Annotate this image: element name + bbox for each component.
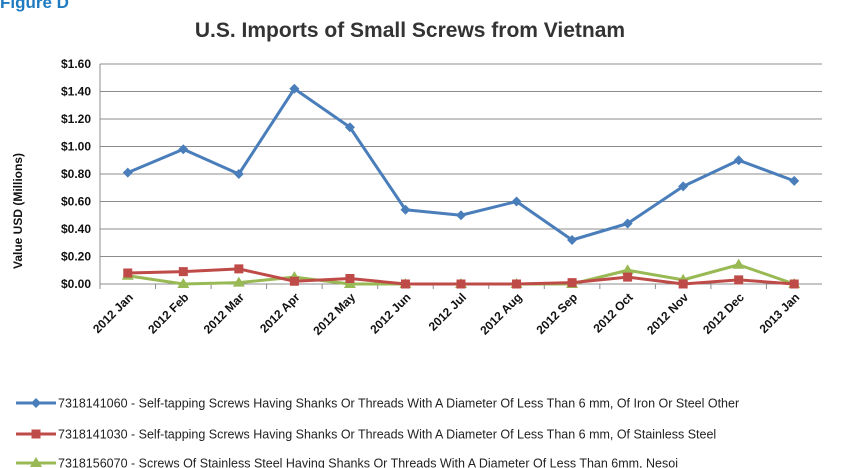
x-tick-label: 2012 Jul — [426, 290, 469, 333]
chart-title: U.S. Imports of Small Screws from Vietna… — [195, 19, 625, 42]
y-tick-label: $0.00 — [61, 277, 91, 291]
legend-label: 7318141030 - Self-tapping Screws Having … — [58, 428, 716, 442]
series-lines — [122, 84, 800, 289]
y-tick-label: $0.80 — [61, 167, 91, 181]
data-point — [178, 144, 188, 154]
data-point — [790, 280, 799, 289]
legend-label: 7318156070 - Screws Of Stainless Steel H… — [58, 457, 678, 468]
data-point — [734, 275, 743, 284]
x-tick-label: 2013 Jan — [757, 290, 803, 336]
y-tick-label: $0.60 — [61, 195, 91, 209]
legend-label: 7318141060 - Self-tapping Screws Having … — [58, 397, 739, 411]
data-point — [456, 210, 466, 220]
x-axis-ticks: 2012 Jan 2012 Feb 2012 Mar 2012 Apr 2012 May… — [90, 284, 802, 338]
y-axis-label: Value USD (Millions) — [11, 153, 25, 269]
x-tick-label: 2012 Mar — [201, 290, 247, 336]
data-point — [401, 280, 410, 289]
data-point — [679, 280, 688, 289]
data-point — [623, 273, 632, 282]
data-point — [123, 168, 133, 178]
x-tick-label: 2012 Sep — [533, 290, 580, 337]
data-point — [290, 277, 299, 286]
x-tick-label: 2012 Apr — [257, 290, 303, 336]
y-tick-label: $0.20 — [61, 250, 91, 264]
y-axis-ticks: $0.00 $0.20 $0.40 $0.60 $0.80 $1.00 $1.20 $1.40… — [61, 57, 91, 291]
y-tick-label: $1.00 — [61, 140, 91, 154]
y-tick-label: $1.20 — [61, 112, 91, 126]
x-tick-label: 2012 Dec — [700, 290, 747, 337]
data-point — [568, 278, 577, 287]
legend-marker — [32, 430, 41, 439]
data-point — [234, 264, 243, 273]
data-point — [734, 155, 744, 165]
data-point — [179, 267, 188, 276]
x-tick-label: 2012 Jun — [367, 290, 413, 336]
x-tick-label: 2012 Feb — [145, 290, 191, 336]
x-tick-label: 2012 Jan — [90, 290, 136, 336]
y-tick-label: $1.60 — [61, 57, 91, 71]
x-tick-label: 2012 Nov — [644, 290, 691, 337]
data-point — [733, 259, 745, 269]
series-group — [123, 84, 799, 245]
data-point — [457, 280, 466, 289]
data-point — [789, 176, 799, 186]
y-tick-label: $1.40 — [61, 85, 91, 99]
x-tick-label: 2012 Aug — [477, 290, 524, 337]
data-point — [345, 274, 354, 283]
x-tick-label: 2012 Oct — [590, 290, 635, 335]
gridlines — [100, 64, 822, 284]
data-point — [123, 269, 132, 278]
y-tick-label: $0.40 — [61, 222, 91, 236]
legend: 7318141060 - Self-tapping Screws Having … — [16, 397, 739, 468]
data-point — [512, 280, 521, 289]
legend-marker — [31, 398, 41, 408]
x-tick-label: 2012 May — [310, 290, 358, 338]
